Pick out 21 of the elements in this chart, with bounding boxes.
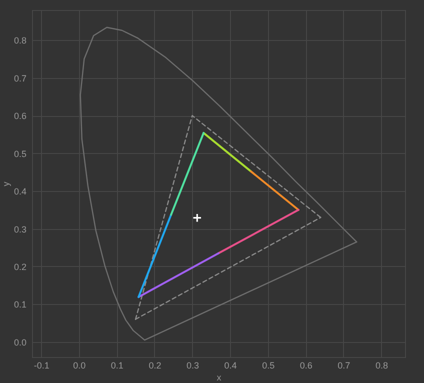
x-tick-label: 0.1: [110, 360, 124, 370]
y-tick-label: 0.1: [14, 300, 26, 310]
x-tick-label: 0.5: [262, 360, 275, 370]
y-tick-label: 0.8: [14, 36, 26, 46]
y-tick-label: 0.4: [14, 186, 26, 197]
x-tick-label: 0.8: [375, 360, 388, 370]
y-tick-label: 0.2: [14, 262, 26, 272]
y-axis-title: y: [0, 181, 11, 186]
x-tick-label: -0.1: [34, 360, 50, 370]
y-tick-label: 0.0: [14, 337, 26, 348]
y-tick-label: 0.6: [14, 111, 26, 122]
y-tick-label: 0.5: [14, 148, 26, 159]
x-tick-label: 0.0: [73, 360, 86, 370]
x-axis-title: x: [216, 372, 222, 382]
y-tick-label: 0.7: [14, 73, 26, 84]
x-tick-label: 0.3: [186, 360, 199, 370]
x-tick-label: 0.7: [338, 360, 350, 370]
x-tick-label: 0.6: [300, 360, 312, 370]
x-tick-label: 0.2: [148, 360, 162, 370]
y-tick-label: 0.3: [14, 224, 26, 234]
x-tick-label: 0.4: [224, 360, 237, 370]
